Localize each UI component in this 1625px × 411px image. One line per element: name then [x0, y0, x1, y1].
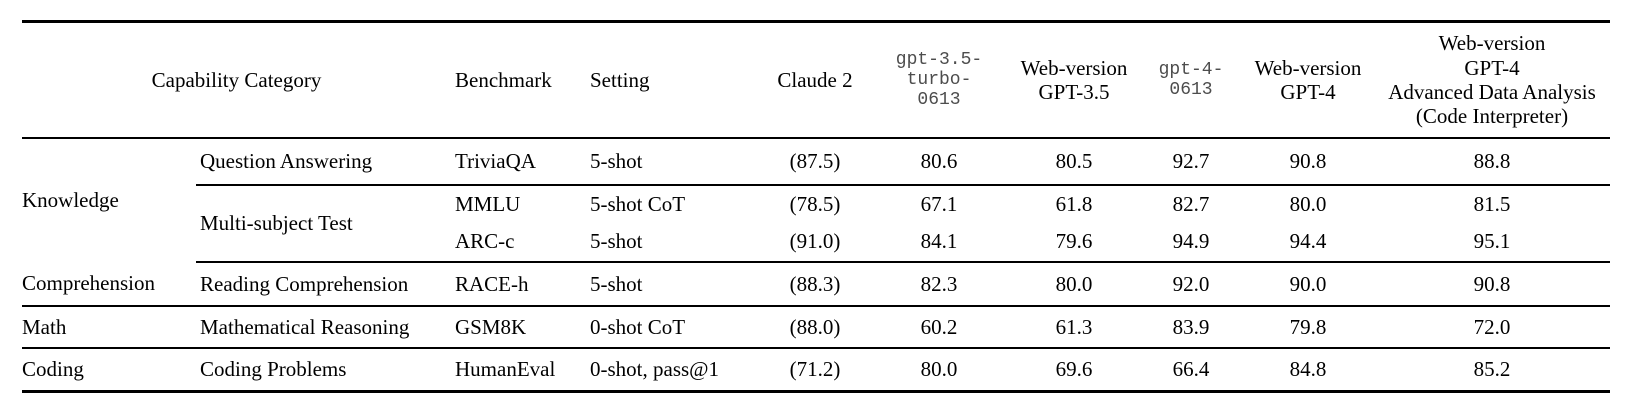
score-cell-gpt-3.5-turbo-0613: 60.2 [870, 306, 1008, 349]
score-cell-web-gpt-3.5: 79.6 [1008, 222, 1140, 263]
score-cell-web-gpt-4: 80.0 [1289, 191, 1327, 216]
benchmark-cell: TriviaQA [451, 138, 586, 186]
score-cell-web-gpt-4: 90.0 [1242, 262, 1374, 307]
setting-cell: 5-shot CoT [590, 191, 686, 216]
setting-cell: 0-shot, pass@1 [590, 357, 720, 381]
score-cell-gpt-4-0613: 92.7 [1140, 138, 1242, 186]
score-cell-web-gpt-4-ada: 72.0 [1374, 306, 1610, 349]
header-model-gpt-4-0613: gpt-4- 0613 [1140, 21, 1242, 139]
header-model-claude-2: Claude 2 [760, 21, 870, 139]
score-cell-claude-2: (71.2) [789, 357, 841, 381]
category-cell-math: Math [22, 306, 196, 349]
table-row-race-h: Comprehension Reading Comprehension RACE… [22, 262, 1610, 307]
table-row-humaneval: Coding Coding Problems HumanEval 0-shot,… [22, 348, 1610, 392]
score-cell-gpt-3.5-turbo-0613: 82.3 [870, 262, 1008, 307]
header-row: Capability Category Benchmark Setting Cl… [22, 21, 1610, 139]
score-cell-web-gpt-4: 79.8 [1242, 306, 1374, 349]
benchmark-cell: MMLU [455, 191, 521, 216]
benchmark-cell: RACE-h [451, 262, 586, 307]
setting-cell: 5-shot [586, 138, 760, 186]
score-cell-claude-2: (88.0) [760, 306, 870, 349]
benchmark-cell: HumanEval [455, 357, 556, 381]
header-model-gpt-3.5-turbo-0613: gpt-3.5- turbo- 0613 [870, 21, 1008, 139]
score-cell-web-gpt-4: 94.4 [1242, 222, 1374, 263]
header-capability-category: Capability Category [22, 21, 451, 139]
table-row-triviaqa: Knowledge Question Answering TriviaQA 5-… [22, 138, 1610, 212]
category-cell-comprehension: Comprehension [22, 262, 196, 307]
score-cell-web-gpt-4-ada: 88.8 [1374, 138, 1610, 186]
table-row-gsm8k: Math Mathematical Reasoning GSM8K 0-shot… [22, 306, 1610, 349]
score-cell-web-gpt-4-ada: 90.8 [1374, 262, 1610, 307]
score-cell-gpt-4-0613: 82.7 [1172, 191, 1210, 216]
score-cell-web-gpt-3.5: 80.0 [1008, 262, 1140, 307]
setting-cell: 5-shot [586, 262, 760, 307]
header-model-web-version-gpt-4: Web-version GPT-4 [1242, 21, 1374, 139]
score-cell-web-gpt-3.5: 61.3 [1008, 306, 1140, 349]
score-cell-gpt-3.5-turbo-0613: 80.6 [870, 138, 1008, 186]
subcategory-cell: Multi-subject Test [196, 185, 451, 263]
score-cell-web-gpt-4-ada: 95.1 [1374, 222, 1610, 263]
score-cell-gpt-3.5-turbo-0613: 67.1 [920, 191, 958, 216]
header-benchmark: Benchmark [451, 21, 586, 139]
score-cell-web-gpt-4-ada: 85.2 [1473, 357, 1511, 381]
table-row-arc-c: ARC-c 5-shot (91.0) 84.1 79.6 94.9 94.4 … [22, 222, 1610, 263]
score-cell-gpt-4-0613: 92.0 [1140, 262, 1242, 307]
benchmark-cell: GSM8K [451, 306, 586, 349]
header-setting: Setting [586, 21, 760, 139]
subcategory-cell: Question Answering [196, 138, 451, 186]
score-cell-gpt-4-0613: 94.9 [1140, 222, 1242, 263]
category-cell-knowledge: Knowledge [22, 188, 119, 212]
category-cell-coding: Coding [22, 357, 84, 381]
table-row-mmlu: Multi-subject Test MMLU 5-shot CoT (78.5… [22, 185, 1610, 263]
score-cell-web-gpt-3.5: 80.5 [1008, 138, 1140, 186]
score-cell-web-gpt-3.5: 69.6 [1055, 357, 1093, 381]
subcategory-cell: Reading Comprehension [196, 262, 451, 307]
score-cell-web-gpt-4-ada: 81.5 [1473, 191, 1511, 216]
benchmark-cell: ARC-c [451, 222, 586, 263]
setting-cell: 5-shot [586, 222, 760, 263]
subcategory-cell: Mathematical Reasoning [196, 306, 451, 349]
setting-cell: 0-shot CoT [586, 306, 760, 349]
score-cell-claude-2: (88.3) [760, 262, 870, 307]
score-cell-claude-2: (87.5) [760, 138, 870, 186]
score-cell-gpt-3.5-turbo-0613: 80.0 [920, 357, 958, 381]
score-cell-web-gpt-3.5: 61.8 [1055, 191, 1093, 216]
header-model-web-version-gpt-3.5: Web-version GPT-3.5 [1008, 21, 1140, 139]
score-cell-web-gpt-4: 84.8 [1289, 357, 1327, 381]
results-table: Capability Category Benchmark Setting Cl… [22, 20, 1610, 393]
score-cell-web-gpt-4: 90.8 [1242, 138, 1374, 186]
subcategory-cell: Coding Problems [200, 357, 347, 381]
score-cell-claude-2: (78.5) [789, 191, 841, 216]
score-cell-claude-2: (91.0) [760, 222, 870, 263]
header-model-web-version-gpt-4-advanced-data-analysis: Web-version GPT-4 Advanced Data Analysis… [1374, 21, 1610, 139]
score-cell-gpt-4-0613: 66.4 [1172, 357, 1210, 381]
score-cell-gpt-3.5-turbo-0613: 84.1 [870, 222, 1008, 263]
score-cell-gpt-4-0613: 83.9 [1140, 306, 1242, 349]
